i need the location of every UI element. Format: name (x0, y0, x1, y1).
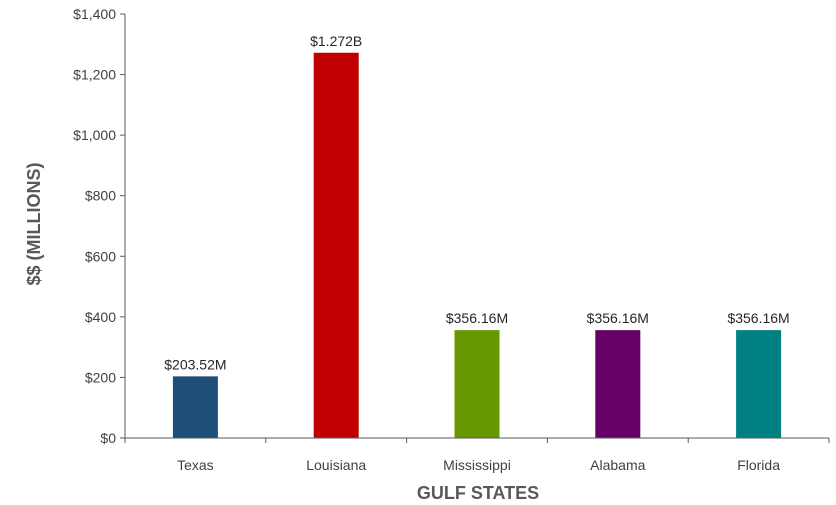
y-tick-label: $1,400 (73, 6, 116, 22)
y-axis-ticks: $0 $200 $400 $600 $800 $1,000 $1,200 $1,400 (73, 6, 125, 446)
bar-florida (736, 330, 782, 438)
bars: $203.52M $1.272B $356.16M $356.16M $356.16M (164, 33, 790, 438)
y-axis-title: $$ (MILLIONS) (24, 162, 44, 285)
x-tick-label: Mississippi (443, 457, 511, 473)
y-tick-label: $0 (100, 430, 116, 446)
y-tick-label: $800 (85, 188, 116, 204)
y-tick-label: $400 (85, 309, 116, 325)
bar-alabama (595, 330, 641, 438)
y-tick-label: $600 (85, 248, 116, 264)
data-label-texas: $203.52M (164, 356, 226, 372)
y-tick-label: $1,200 (73, 67, 116, 83)
y-tick-label: $1,000 (73, 127, 116, 143)
data-label-louisiana: $1.272B (310, 33, 362, 49)
x-tick-label: Alabama (590, 457, 645, 473)
data-label-alabama: $356.16M (587, 310, 649, 326)
x-tick-label: Florida (737, 457, 780, 473)
bar-texas (172, 376, 218, 438)
data-label-mississippi: $356.16M (446, 310, 508, 326)
y-tick-label: $200 (85, 369, 116, 385)
x-axis-title: GULF STATES (417, 483, 539, 503)
bar-mississippi (454, 330, 500, 438)
x-axis-ticks: Texas Louisiana Mississippi Alabama Florida (124, 438, 830, 473)
bar-louisiana (313, 52, 359, 438)
data-label-florida: $356.16M (727, 310, 789, 326)
x-tick-label: Louisiana (306, 457, 366, 473)
x-tick-label: Texas (177, 457, 214, 473)
